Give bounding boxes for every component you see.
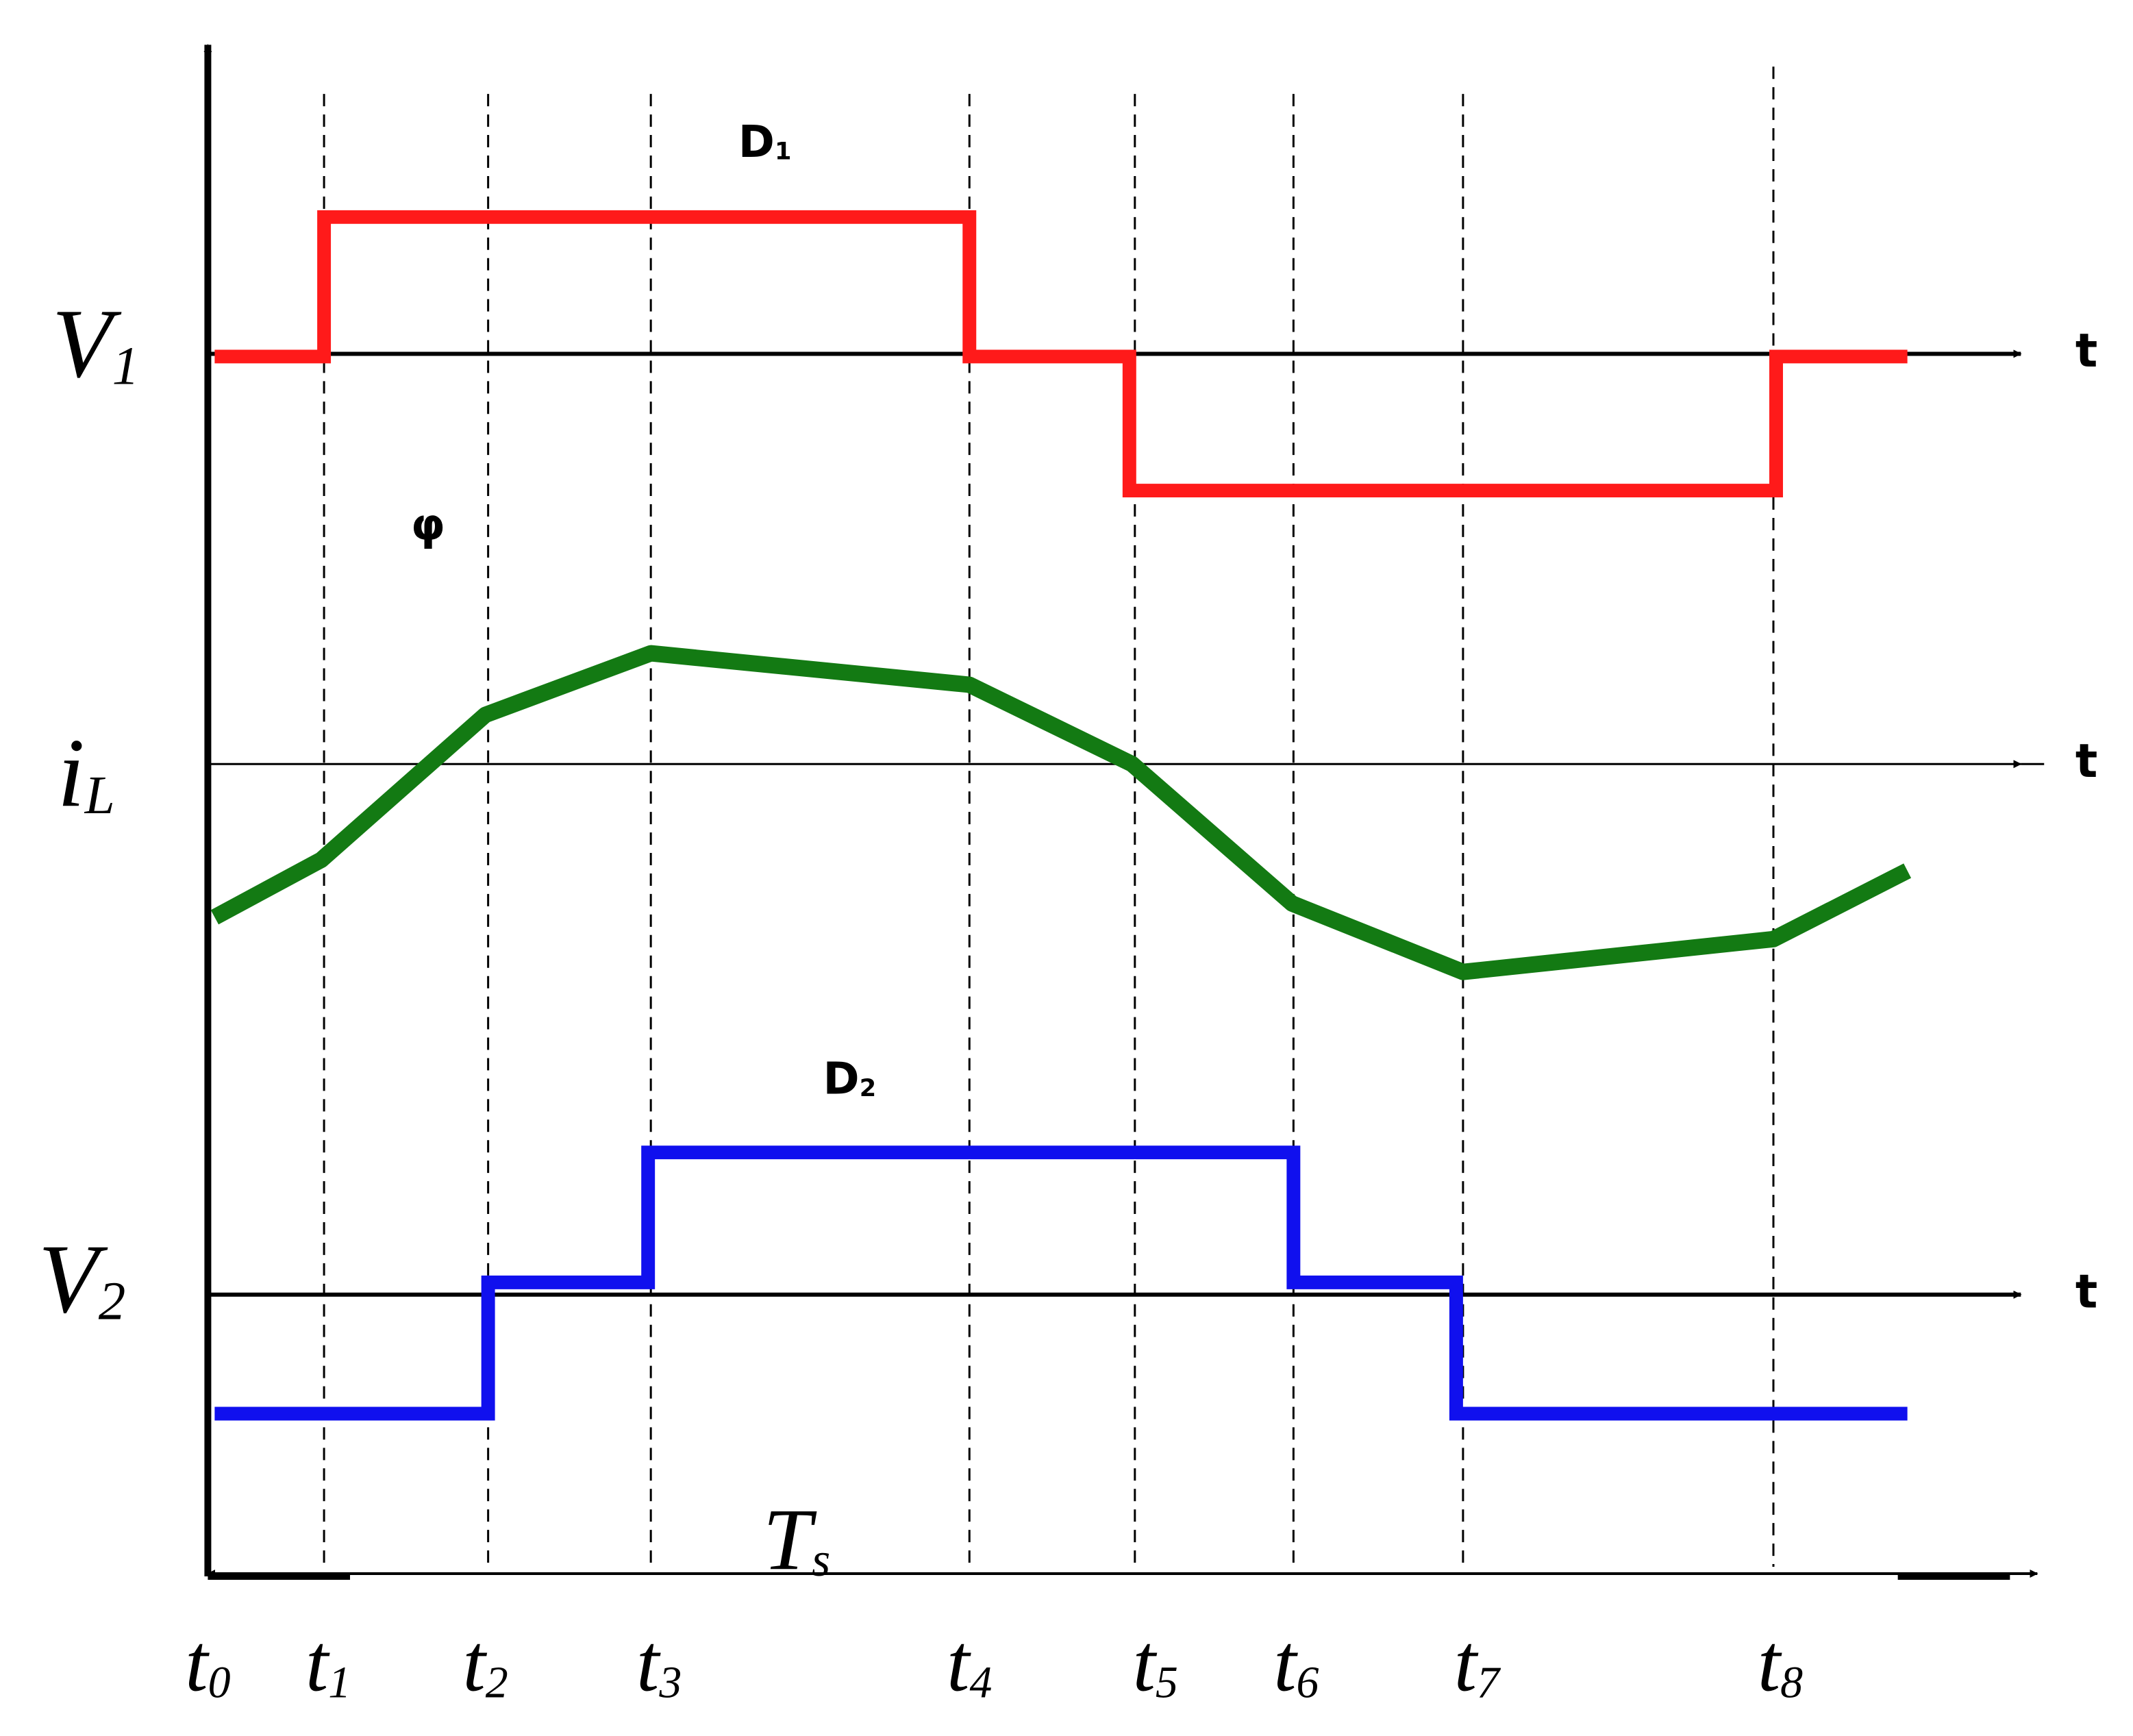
time-label-subscript: 7 bbox=[1477, 1657, 1501, 1707]
time-label: t0 bbox=[185, 1617, 230, 1709]
signal-label: iL bbox=[58, 719, 115, 828]
duty-label: D1 bbox=[738, 117, 791, 168]
time-label-symbol: t bbox=[463, 1617, 488, 1709]
time-label-symbol: t bbox=[185, 1617, 210, 1709]
time-label-symbol: t bbox=[1133, 1617, 1158, 1709]
time-label-subscript: 0 bbox=[208, 1657, 231, 1707]
axis-label: t bbox=[2075, 324, 2097, 378]
duty-label-subscript: 2 bbox=[860, 1074, 876, 1102]
signal-label-subscript: 1 bbox=[112, 336, 140, 396]
signal-label-symbol: V bbox=[38, 1225, 108, 1334]
axis-label: t bbox=[2075, 734, 2097, 789]
time-label-subscript: 3 bbox=[658, 1657, 682, 1707]
time-label: t5 bbox=[1133, 1617, 1178, 1709]
time-label-symbol: t bbox=[947, 1617, 971, 1709]
time-label: t1 bbox=[305, 1617, 351, 1709]
time-label-subscript: 4 bbox=[969, 1657, 992, 1707]
signal-label-symbol: i bbox=[58, 719, 85, 828]
v2-waveform bbox=[214, 1145, 1908, 1421]
axis-label: t bbox=[2075, 1265, 2097, 1319]
time-label: t3 bbox=[636, 1617, 682, 1709]
dashed-guides bbox=[323, 66, 1775, 1567]
signal-label: V1 bbox=[52, 289, 139, 398]
time-label: t7 bbox=[1454, 1617, 1501, 1709]
period-label-subscript: s bbox=[812, 1533, 830, 1587]
signal-label-subscript: 2 bbox=[99, 1272, 126, 1332]
signal-label: V2 bbox=[38, 1225, 125, 1334]
il-waveform bbox=[210, 645, 1912, 980]
time-label-subscript: 8 bbox=[1780, 1657, 1803, 1707]
time-label-subscript: 2 bbox=[486, 1657, 508, 1707]
time-label-symbol: t bbox=[636, 1617, 661, 1709]
period-label-symbol: T bbox=[763, 1491, 817, 1588]
time-label-subscript: 5 bbox=[1156, 1657, 1178, 1707]
time-label-symbol: t bbox=[1454, 1617, 1479, 1709]
period-label: Ts bbox=[763, 1491, 830, 1588]
duty-label: D2 bbox=[823, 1054, 876, 1104]
v1-waveform bbox=[214, 210, 1908, 498]
signal-label-subscript: L bbox=[84, 766, 115, 826]
duty-label-symbol: D bbox=[738, 117, 775, 168]
duty-label-symbol: D bbox=[823, 1054, 860, 1104]
time-label: t6 bbox=[1273, 1617, 1319, 1709]
time-label-symbol: t bbox=[1758, 1617, 1782, 1709]
signal-label-symbol: V bbox=[52, 289, 122, 398]
duty-label-subscript: 1 bbox=[775, 138, 791, 166]
time-label: t4 bbox=[947, 1617, 992, 1709]
phase-label: φ bbox=[411, 500, 445, 551]
time-label: t2 bbox=[463, 1617, 508, 1709]
time-label-symbol: t bbox=[1273, 1617, 1298, 1709]
time-label-subscript: 1 bbox=[328, 1657, 351, 1707]
time-label: t8 bbox=[1758, 1617, 1803, 1709]
time-label-subscript: 6 bbox=[1297, 1657, 1319, 1707]
time-label-symbol: t bbox=[305, 1617, 330, 1709]
